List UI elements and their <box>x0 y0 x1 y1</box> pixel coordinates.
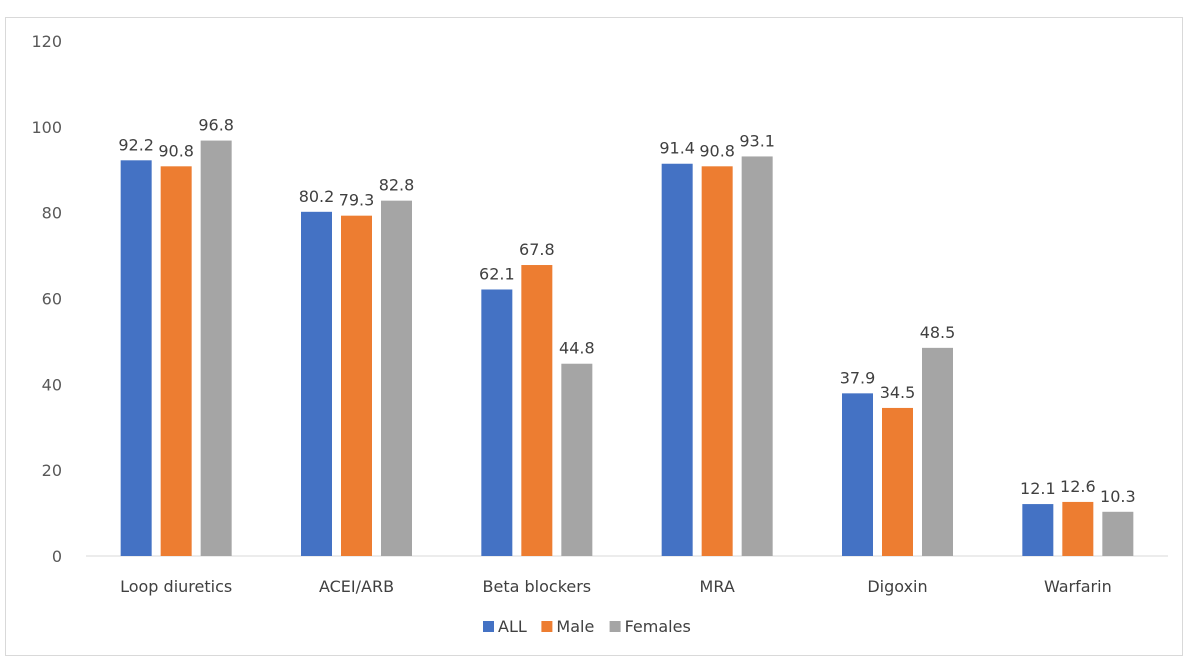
data-label: 34.5 <box>880 383 916 402</box>
y-tick-label: 40 <box>42 375 62 394</box>
data-label: 37.9 <box>840 368 876 387</box>
y-tick-label: 20 <box>42 461 62 480</box>
category-label: ACEI/ARB <box>319 577 394 596</box>
data-label: 79.3 <box>339 191 375 210</box>
bar-male-5 <box>1062 501 1094 556</box>
bars-group <box>120 140 1134 557</box>
data-label: 62.1 <box>479 264 515 283</box>
category-label: Loop diuretics <box>120 577 232 596</box>
bar-male-3 <box>701 166 733 557</box>
y-tick-label: 100 <box>31 118 62 137</box>
bar-all-5 <box>1022 504 1054 556</box>
data-label: 93.1 <box>739 131 775 150</box>
data-label: 48.5 <box>920 323 956 342</box>
data-label: 82.8 <box>379 176 415 195</box>
data-label: 80.2 <box>299 187 335 206</box>
bar-all-3 <box>661 163 693 556</box>
bar-all-0 <box>120 160 152 556</box>
data-label: 10.3 <box>1100 487 1136 506</box>
category-label: MRA <box>700 577 735 596</box>
data-label: 92.2 <box>118 135 154 154</box>
data-label: 67.8 <box>519 240 555 259</box>
y-tick-label: 120 <box>31 32 62 51</box>
bar-all-2 <box>481 289 513 556</box>
data-labels-group: 92.2 90.896.880.2 79.382.862.167.844.891.4… <box>118 116 1135 506</box>
data-label: 91.4 <box>659 139 695 158</box>
bar-male-1 <box>341 215 372 556</box>
y-axis-ticks: 0 20 40 60 80 100 120 <box>31 32 62 566</box>
data-label: 90.8 <box>158 141 194 160</box>
y-tick-label: 0 <box>52 547 62 566</box>
data-label: 12.6 <box>1060 477 1096 496</box>
bar-all-1 <box>301 211 332 556</box>
bar-females-1 <box>381 200 412 556</box>
category-label: Beta blockers <box>483 577 592 596</box>
bar-all-4 <box>842 393 873 556</box>
chart-frame <box>5 17 1183 656</box>
legend-label-all: ALL <box>498 617 527 636</box>
bar-females-0 <box>200 140 232 557</box>
bar-male-4 <box>882 407 913 556</box>
category-label: Warfarin <box>1044 577 1112 596</box>
legend-swatch-all <box>483 621 494 632</box>
y-tick-label: 80 <box>42 204 62 223</box>
y-tick-label: 60 <box>42 290 62 309</box>
bar-male-2 <box>521 265 553 556</box>
legend-swatch-females <box>609 621 621 632</box>
bar-females-3 <box>741 156 773 556</box>
legend: ALL Male Females <box>483 617 691 636</box>
data-label: 90.8 <box>699 141 735 160</box>
legend-label-females: Females <box>625 617 691 636</box>
bar-females-5 <box>1102 511 1134 556</box>
bar-male-0 <box>160 166 192 557</box>
data-label: 44.8 <box>559 339 595 358</box>
bar-females-4 <box>922 347 953 556</box>
category-label: Digoxin <box>867 577 927 596</box>
data-label: 12.1 <box>1020 479 1056 498</box>
legend-swatch-male <box>541 621 553 632</box>
legend-label-male: Male <box>556 617 594 636</box>
bar-females-2 <box>561 363 593 556</box>
data-label: 96.8 <box>198 116 234 135</box>
x-axis-categories: Loop diuretics ACEI/ARB Beta blockers MRA Di… <box>120 577 1112 596</box>
